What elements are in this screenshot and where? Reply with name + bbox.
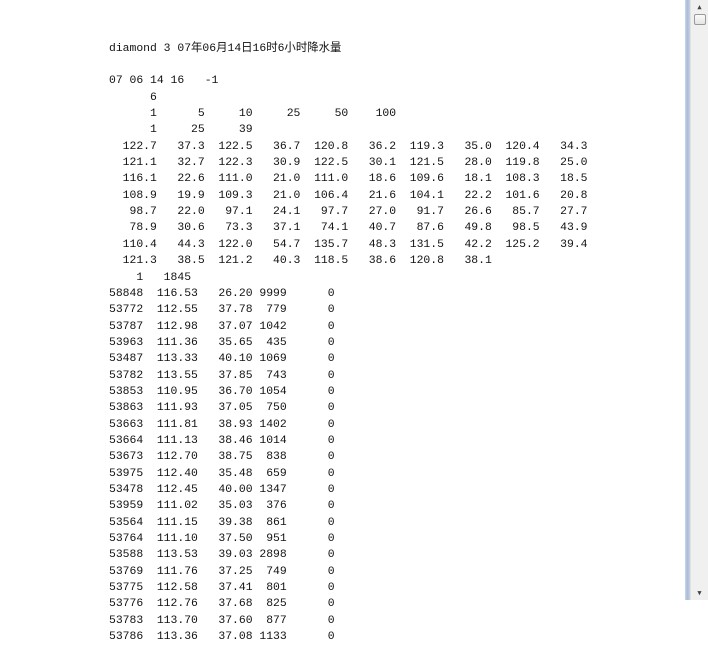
- arrow-down-icon[interactable]: ▼: [697, 589, 702, 597]
- station-row: 53588 113.53 39.03 2898 0: [109, 549, 335, 562]
- station-row: 53786 113.36 37.08 1133 0: [109, 631, 335, 644]
- station-row: 53772 112.55 37.78 779 0: [109, 304, 335, 317]
- date-line: 07 06 14 16 -1: [109, 75, 219, 88]
- station-row: 53863 111.93 37.05 750 0: [109, 402, 335, 415]
- station-row: 53783 113.70 37.60 877 0: [109, 614, 335, 627]
- text-document[interactable]: diamond 3 07年06月14日16时6小时降水量 07 06 14 16…: [109, 8, 588, 645]
- arrow-up-icon[interactable]: ▲: [697, 3, 702, 11]
- station-row: 53487 113.33 40.10 1069 0: [109, 353, 335, 366]
- station-row: 53787 112.98 37.07 1042 0: [109, 320, 335, 333]
- station-row: 53673 112.70 38.75 838 0: [109, 451, 335, 464]
- contour-count-line: 6: [109, 91, 157, 104]
- station-row: 53764 111.10 37.50 951 0: [109, 533, 335, 545]
- station-row: 58848 116.53 26.20 9999 0: [109, 287, 335, 300]
- vertical-scrollbar[interactable]: ▲ ▼: [690, 0, 708, 600]
- station-row: 53975 112.40 35.48 659 0: [109, 467, 335, 480]
- window-border: [685, 0, 690, 600]
- boundary-row: 116.1 22.6 111.0 21.0 111.0 18.6 109.6 1…: [109, 173, 588, 186]
- station-row: 53963 111.36 35.65 435 0: [109, 336, 335, 349]
- boundary-row: 108.9 19.9 109.3 21.0 106.4 21.6 104.1 2…: [109, 189, 588, 202]
- station-row: 53959 111.02 35.03 376 0: [109, 500, 335, 513]
- boundary-row: 121.1 32.7 122.3 30.9 122.5 30.1 121.5 2…: [109, 157, 588, 170]
- station-row: 53663 111.81 38.93 1402 0: [109, 418, 335, 431]
- station-row: 53775 112.58 37.41 801 0: [109, 582, 335, 595]
- station-row: 53769 111.76 37.25 749 0: [109, 565, 335, 578]
- boundary-row: 110.4 44.3 122.0 54.7 135.7 48.3 131.5 4…: [109, 238, 588, 251]
- station-count-line: 1 1845: [109, 271, 192, 284]
- line-params-line: 1 25 39: [109, 124, 253, 137]
- station-row: 53782 113.55 37.85 743 0: [109, 369, 335, 382]
- station-row: 53776 112.76 37.68 825 0: [109, 598, 335, 611]
- contour-levels-line: 1 5 10 25 50 100: [109, 108, 397, 121]
- station-row: 53853 110.95 36.70 1054 0: [109, 385, 335, 398]
- station-row: 53564 111.15 39.38 861 0: [109, 516, 335, 529]
- boundary-row: 78.9 30.6 73.3 37.1 74.1 40.7 87.6 49.8 …: [109, 222, 588, 235]
- station-row: 53664 111.13 38.46 1014 0: [109, 434, 335, 447]
- scrollbar-thumb[interactable]: [694, 14, 706, 25]
- station-row: 53478 112.45 40.00 1347 0: [109, 483, 335, 496]
- boundary-row: 122.7 37.3 122.5 36.7 120.8 36.2 119.3 3…: [109, 140, 588, 153]
- document-title-line: diamond 3 07年06月14日16时6小时降水量: [109, 42, 342, 55]
- boundary-row: 121.3 38.5 121.2 40.3 118.5 38.6 120.8 3…: [109, 255, 492, 268]
- boundary-row: 98.7 22.0 97.1 24.1 97.7 27.0 91.7 26.6 …: [109, 206, 588, 219]
